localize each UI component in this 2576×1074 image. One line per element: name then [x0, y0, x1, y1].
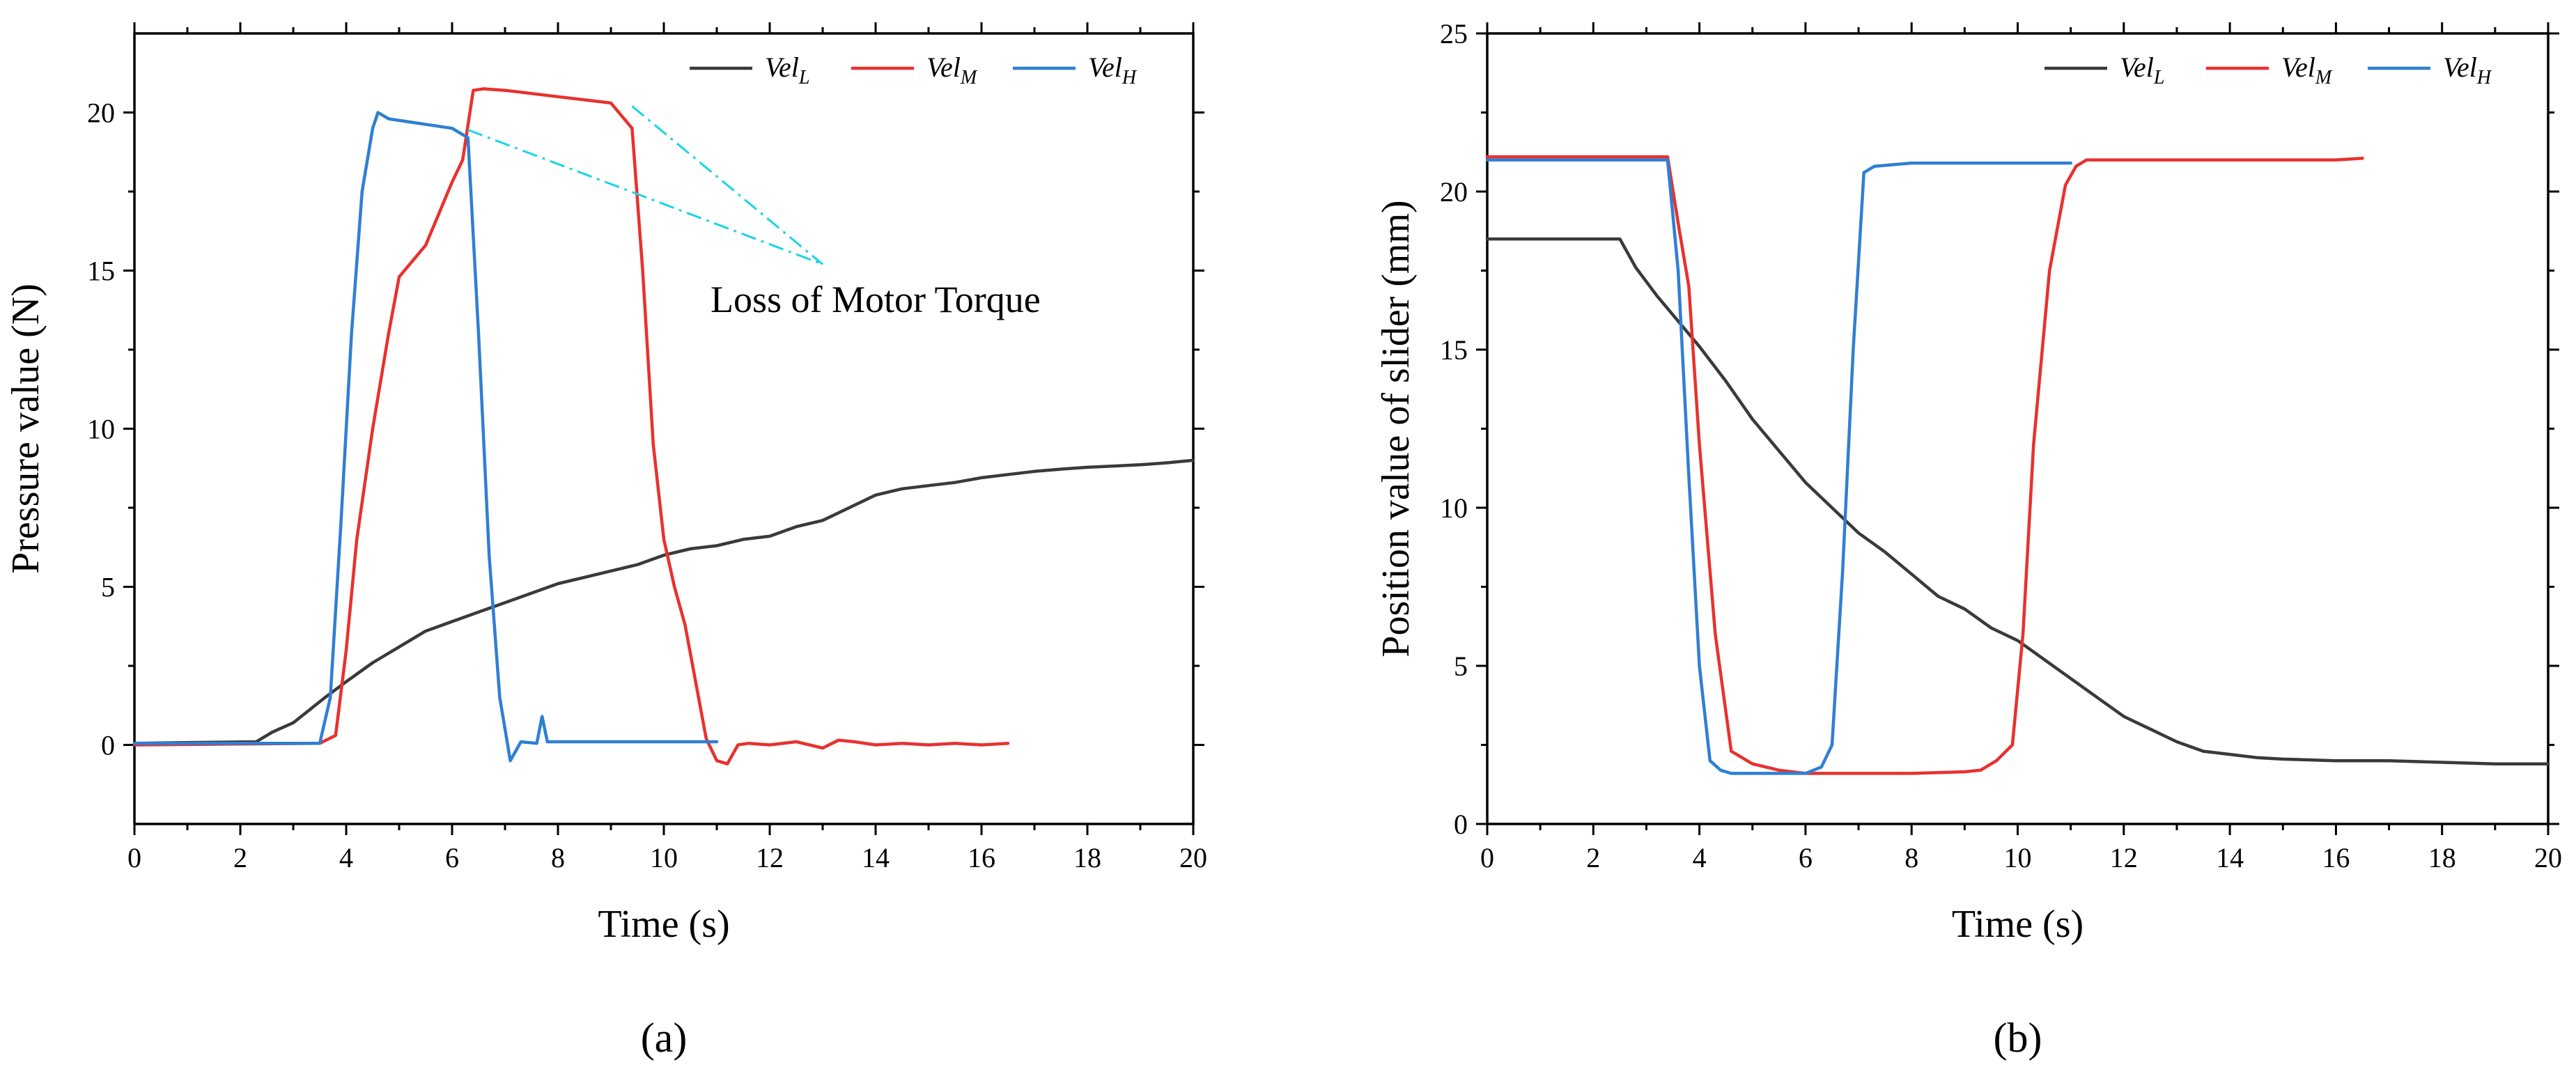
- x-tick-label: 18: [2428, 842, 2456, 873]
- legend-subscript: L: [798, 67, 810, 88]
- annotation-line: [467, 129, 823, 265]
- legend-subscript: H: [2476, 67, 2492, 88]
- plot-frame: [133, 32, 1195, 825]
- legend-subscript: M: [960, 67, 978, 88]
- y-tick-label: 20: [87, 98, 115, 129]
- legend-label-l: VelL: [765, 52, 809, 88]
- x-tick-label: 2: [1586, 842, 1600, 873]
- x-tick-label: 2: [233, 842, 247, 873]
- y-tick-label: 5: [1454, 651, 1468, 682]
- legend-base: Vel: [2120, 52, 2154, 83]
- annotation-line: [631, 105, 823, 265]
- legend-subscript: H: [1122, 67, 1138, 88]
- x-tick-label: 4: [1693, 842, 1707, 873]
- x-tick-label: 6: [445, 842, 459, 873]
- legend-label-m: VelM: [2281, 52, 2333, 88]
- x-tick-label: 10: [2004, 842, 2032, 873]
- chart-panel-b: 0 2 4 6 8 10 12 14 16 18 20 0 5 10 15 20 25 Time (s) Posit…: [1374, 18, 2562, 1061]
- x-tick-label: 12: [756, 842, 784, 873]
- x-tick-label: 16: [2322, 842, 2350, 873]
- y-tick-label: 10: [87, 414, 115, 445]
- series-line-l: [132, 458, 1195, 745]
- y-tick-label: 0: [101, 730, 115, 761]
- x-tick-label: 4: [339, 842, 353, 873]
- legend-label-h: VelH: [1088, 52, 1138, 88]
- y-axis-label: Pressure value (N): [4, 283, 47, 574]
- x-tick-label: 18: [1073, 842, 1101, 873]
- annotation-label: Loss of Motor Torque: [711, 279, 1041, 320]
- y-axis-label: Position value of slider (mm): [1374, 200, 1418, 657]
- x-tick-label: 8: [1904, 842, 1918, 873]
- x-tick-label: 20: [2534, 842, 2562, 873]
- x-tick-label: 14: [862, 842, 890, 873]
- legend-subscript: M: [2315, 67, 2333, 88]
- x-tick-label: 12: [2110, 842, 2138, 873]
- x-tick-label: 8: [551, 842, 565, 873]
- y-tick-label: 20: [1440, 176, 1468, 208]
- series-line-l: [1485, 237, 2550, 765]
- y-tick-label: 15: [87, 256, 115, 287]
- legend-subscript: L: [2153, 67, 2165, 88]
- x-tick-label: 14: [2216, 842, 2244, 873]
- x-tick-label: 20: [1179, 842, 1207, 873]
- x-tick-label: 0: [1480, 842, 1494, 873]
- legend-label-l: VelL: [2120, 52, 2164, 88]
- legend-base: Vel: [926, 52, 961, 83]
- x-axis-label: Time (s): [598, 903, 729, 946]
- panel-label: (a): [641, 1015, 688, 1061]
- y-tick-label: 25: [1440, 18, 1468, 49]
- x-tick-label: 10: [650, 842, 678, 873]
- legend-label-m: VelM: [926, 52, 978, 88]
- series-line-m: [132, 87, 1010, 765]
- legend-base: Vel: [2281, 52, 2315, 83]
- x-tick-label: 6: [1799, 842, 1813, 873]
- y-tick-label: 15: [1440, 334, 1468, 366]
- y-tick-label: 10: [1440, 492, 1468, 524]
- series-line-m: [1485, 155, 2364, 775]
- y-tick-label: 5: [101, 572, 115, 603]
- legend-base: Vel: [765, 52, 799, 83]
- x-axis-label: Time (s): [1952, 903, 2084, 946]
- series-line-h: [1485, 158, 2072, 775]
- chart-panel-a: 0 2 4 6 8 10 12 14 16 18 20 0 5 10 15 20 Time (s) Pressur…: [4, 22, 1207, 1061]
- legend-base: Vel: [2443, 52, 2477, 83]
- series-line-h: [132, 111, 719, 763]
- legend-label-h: VelH: [2443, 52, 2492, 88]
- panel-label: (b): [1994, 1015, 2042, 1061]
- legend-base: Vel: [1088, 52, 1122, 83]
- x-tick-label: 0: [127, 842, 141, 873]
- x-tick-label: 16: [968, 842, 995, 873]
- y-tick-label: 0: [1454, 809, 1468, 840]
